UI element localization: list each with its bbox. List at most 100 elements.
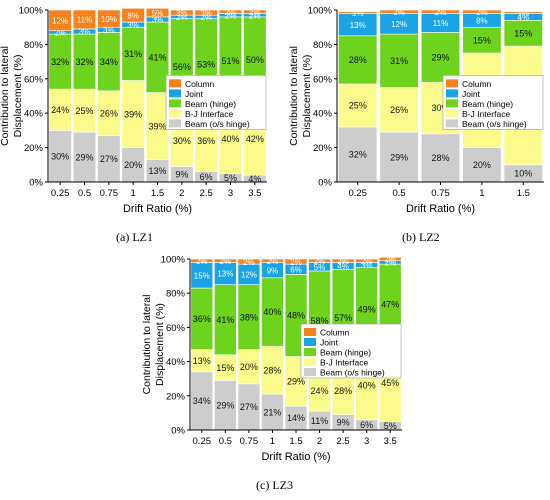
data-label-bj_interface-0.25: 25% [349,101,367,111]
data-label-column-3.5: 2% [384,255,396,264]
x-tick-label-2.5: 2.5 [200,188,213,199]
data-label-joint-3: 2% [225,11,237,20]
data-label-beam_hinge-1.5: 41% [148,53,166,63]
bar-column-0.5 [214,258,237,263]
data-label-column-2.5: 3% [200,9,212,18]
data-label-beam_hinge-1: 15% [473,35,491,45]
data-label-bj_interface-0.75: 26% [100,108,118,118]
bar-column-1 [462,9,502,14]
x-tick-label-3: 3 [228,188,233,199]
data-label-beam_os-0.25: 34% [193,396,211,406]
data-label-joint-3.5: 2% [249,11,261,20]
data-label-beam_hinge-2.5: 53% [197,59,215,69]
x-tick-label-1: 1 [131,188,136,199]
data-label-beam_hinge-0.25: 28% [349,55,367,65]
x-tick-label-2: 2 [179,188,184,199]
legend-label-beam_os: Beam (o/s hinge) [320,367,385,377]
legend-swatch-column [446,79,458,88]
bar-column-3 [355,258,378,263]
data-label-joint-1: 9% [267,266,279,275]
data-label-beam_hinge-1.5: 15% [514,28,532,38]
data-label-column-1.5: 5% [152,9,164,18]
data-label-beam_os-2: 11% [311,416,328,426]
y-tick-label: 80% [166,289,186,300]
data-label-beam_hinge-1.5: 48% [287,311,305,321]
legend-box [165,75,267,130]
y-tick-label: 80% [24,40,44,51]
bar-column-3 [218,9,243,14]
data-label-bj_interface-0.75: 20% [240,362,258,372]
y-axis-title-line-2: Displacement (%) [301,55,313,138]
bar-column-1.5 [284,258,308,265]
data-label-joint-1: 3% [127,21,139,30]
data-label-column-3.5: 2% [249,8,261,17]
bar-column-0.75 [420,9,461,14]
data-label-beam_os-2.5: 6% [200,172,213,182]
data-label-joint-2: 2% [176,13,188,22]
bar-beam_os-0.75 [420,133,461,183]
caption-lz2: (b) LZ2 [402,230,440,244]
data-label-joint-2.5: 4% [337,262,349,271]
bar-column-0.5 [379,9,419,14]
data-label-beam_os-0.5: 29% [390,152,408,162]
x-tick-label-1: 1 [479,188,484,199]
data-label-beam_os-1.5: 10% [514,169,532,179]
y-tick-label: 20% [24,143,44,154]
data-label-beam_hinge-2: 56% [173,62,191,72]
x-tick-label-0.75: 0.75 [100,188,119,199]
data-label-bj_interface-0.25: 13% [193,356,211,366]
y-tick-label: 60% [313,74,333,85]
caption-lz1: (a) LZ1 [116,230,153,244]
legend-label-bj_interface: B-J Interface [185,109,233,119]
data-label-beam_os-1: 21% [263,407,281,417]
data-label-column-1: 2% [267,257,279,266]
data-label-joint-0.75: 11% [433,19,448,28]
y-axis-title-line-2: Displacement (%) [12,55,24,138]
data-label-bj_interface-0.5: 26% [390,105,408,115]
y-axis-title-line-2: Displacement (%) [154,303,166,386]
y-tick-label: 0% [318,178,332,189]
data-label-beam_hinge-1: 40% [263,307,281,317]
data-label-column-0.5: 2% [393,8,405,17]
data-label-bj_interface-3.5: 45% [381,378,399,388]
bar-column-0.75 [237,258,261,265]
bar-column-0.5 [72,9,97,30]
data-label-joint-2: 5% [314,263,326,272]
legend-label-column: Column [462,79,492,89]
legend-label-beam_os: Beam (o/s hinge) [462,119,527,129]
x-tick-label-1: 1 [270,436,275,447]
data-label-joint-0.5: 12% [391,20,407,29]
data-label-bj_interface-0.5: 25% [75,106,93,116]
y-axis-title-line-1: Contribution to lateral [288,46,300,146]
legend-swatch-bj_interface [169,109,181,118]
x-tick-label-0.25: 0.25 [51,188,70,199]
bar-column-3.5 [378,256,402,262]
y-tick-label: 40% [166,357,186,368]
data-label-beam_hinge-3.5: 47% [381,300,399,310]
data-label-column-0.25: 1% [352,9,364,18]
bar-beam_hinge-0.5 [379,33,419,88]
legend-swatch-joint [304,337,316,346]
data-label-beam_os-2.5: 9% [337,418,350,428]
x-axis-title: Drift Ratio (%) [123,203,192,215]
data-label-beam_os-1.5: 13% [148,166,166,176]
bar-column-1 [261,258,284,263]
data-label-bj_interface-1.5: 29% [287,376,305,386]
chart-lz3: 34%13%36%15%2%29%15%41%13%2%27%20%38%12%… [141,255,402,463]
data-label-joint-0.5: 3% [79,28,91,37]
x-tick-label-3.5: 3.5 [384,436,397,447]
bar-beam_hinge-1 [462,26,502,54]
bar-column-2.5 [194,9,218,16]
x-tick-label-0.5: 0.5 [392,188,405,199]
data-label-column-3: 2% [225,8,237,17]
data-label-beam_os-0.5: 29% [75,152,93,162]
y-tick-label: 40% [313,109,333,120]
bar-beam_hinge-0.75 [420,32,461,83]
x-tick-label-2.5: 2.5 [337,436,350,447]
bar-column-0.25 [48,9,72,31]
data-label-beam_os-0.25: 30% [51,151,69,161]
bar-column-0.75 [97,9,121,28]
y-tick-label: 0% [29,178,43,189]
x-tick-label-1.5: 1.5 [517,188,530,199]
